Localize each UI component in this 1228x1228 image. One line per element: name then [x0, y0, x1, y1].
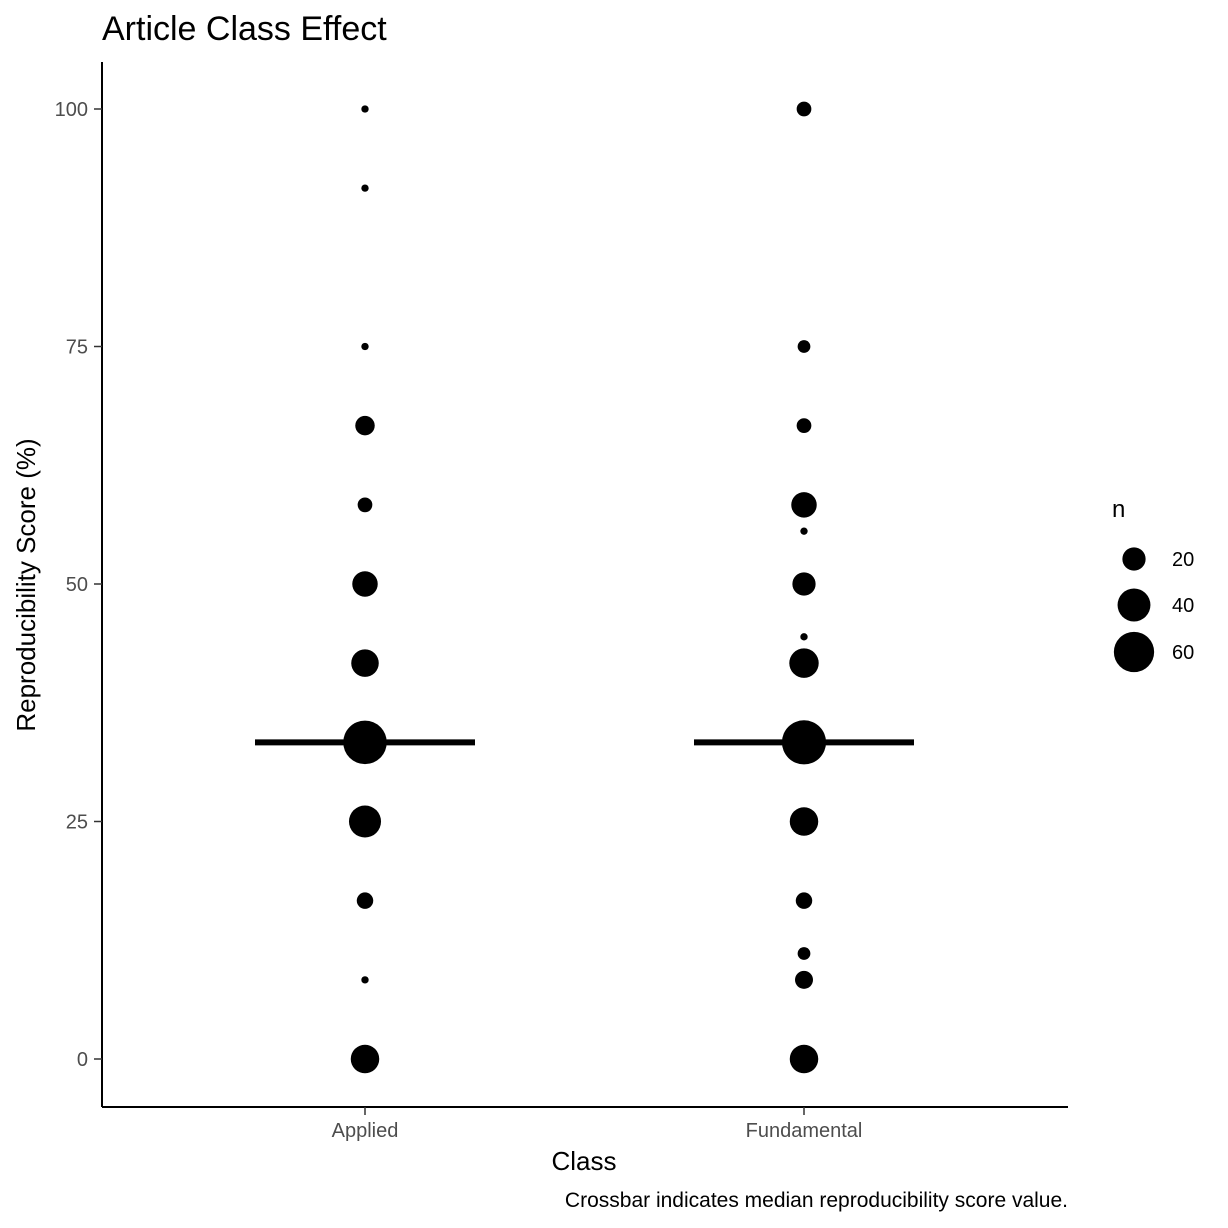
data-point: [351, 649, 379, 677]
plot-area: [255, 101, 914, 1074]
data-point: [361, 976, 369, 984]
data-point: [789, 807, 819, 836]
data-point: [350, 1044, 380, 1074]
legend-label: 60: [1172, 642, 1194, 664]
data-point: [796, 101, 812, 117]
x-axis-ticks: Applied Fundamental: [332, 1107, 863, 1142]
data-point: [361, 342, 369, 351]
legend-label: 20: [1172, 549, 1194, 571]
data-point: [357, 497, 373, 513]
data-point: [791, 492, 817, 518]
y-axis-label: Reproducibility Score (%): [11, 438, 41, 731]
legend-title: n: [1112, 496, 1125, 523]
legend-key: [1122, 547, 1146, 571]
legend-key: [1117, 588, 1151, 622]
x-tick-label: Fundamental: [746, 1120, 863, 1142]
y-tick-label: 100: [55, 99, 88, 121]
y-tick-label: 50: [66, 574, 88, 596]
data-point: [796, 418, 812, 433]
data-point: [800, 633, 808, 641]
x-tick-label: Applied: [332, 1120, 399, 1142]
data-point: [355, 415, 375, 436]
data-point: [361, 105, 369, 113]
data-point: [789, 648, 819, 678]
caption: Crossbar indicates median reproducibilit…: [565, 1189, 1068, 1212]
y-axis-ticks: 0 25 50 75 100: [55, 99, 102, 1071]
data-point: [356, 892, 374, 909]
legend: n 20 40 60: [1112, 496, 1194, 673]
x-axis-label: Class: [551, 1146, 616, 1176]
data-point: [794, 970, 814, 989]
data-point: [792, 572, 816, 596]
data-point: [797, 340, 811, 353]
y-tick-label: 25: [66, 812, 88, 834]
data-point: [789, 1044, 819, 1074]
y-tick-label: 75: [66, 337, 88, 359]
y-tick-label: 0: [77, 1049, 88, 1071]
data-point: [797, 947, 811, 960]
data-point: [361, 184, 369, 192]
data-point: [795, 892, 813, 909]
data-point: [352, 571, 378, 597]
legend-key: [1113, 631, 1155, 673]
data-point: [800, 527, 808, 535]
data-point: [348, 805, 382, 838]
legend-label: 40: [1172, 595, 1194, 617]
chart-title: Article Class Effect: [102, 10, 387, 48]
